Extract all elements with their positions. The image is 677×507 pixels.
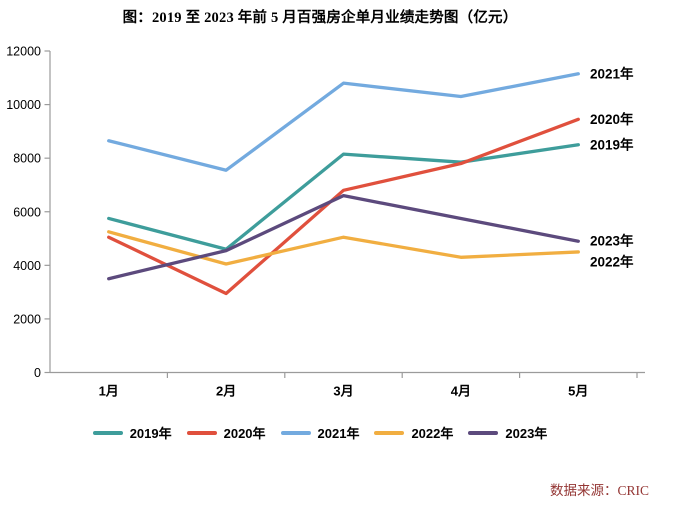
series-line-2022年 <box>107 230 580 266</box>
x-axis-label: 1月 <box>99 384 119 399</box>
chart-svg: 0 2000 4000 6000 8000 10000 12000 1月 2月 3月 4月 5月 202… <box>6 45 645 399</box>
legend-item-2020年: 2020年 <box>186 425 266 441</box>
y-axis-tick-label: 6000 <box>13 205 41 219</box>
legend-label: 2023年 <box>505 425 548 441</box>
series-end-label-2021年: 2021年 <box>590 65 634 81</box>
x-axis-label: 5月 <box>568 384 588 399</box>
y-axis-tick-label: 10000 <box>6 98 41 112</box>
series-line-2020年 <box>107 117 580 296</box>
legend-item-2019年: 2019年 <box>92 425 172 441</box>
y-axis-tick-label: 0 <box>34 366 41 380</box>
y-axis-tick-label: 4000 <box>13 259 41 273</box>
legend-line-swatch <box>374 431 405 435</box>
y-axis-tick-label: 2000 <box>13 312 41 326</box>
legend-label: 2021年 <box>317 425 360 441</box>
legend-item-2022年: 2022年 <box>374 427 453 440</box>
legend-item-2021年: 2021年 <box>280 425 360 441</box>
x-axis-label: 3月 <box>333 384 353 399</box>
series-end-label-2019年: 2019年 <box>590 136 634 152</box>
series-line-2023年 <box>107 194 580 281</box>
legend-line-swatch <box>280 431 311 435</box>
legend-label: 2019年 <box>129 425 172 441</box>
series-line-2019年 <box>107 143 580 251</box>
legend-line-swatch <box>468 431 499 435</box>
data-source-note: 数据来源：CRIC <box>549 483 649 498</box>
x-axis-label: 4月 <box>451 384 471 399</box>
y-axis-tick-label: 12000 <box>6 45 41 59</box>
series-end-label-2022年: 2022年 <box>590 254 634 270</box>
series-line-2021年 <box>107 72 580 172</box>
series-end-label-2020年: 2020年 <box>590 111 634 127</box>
legend-line-swatch <box>92 431 123 435</box>
legend-label: 2020年 <box>223 425 266 441</box>
x-axis-label: 2月 <box>216 384 236 399</box>
legend-label: 2022年 <box>411 425 454 441</box>
series-end-label-2023年: 2023年 <box>590 233 634 249</box>
legend: 2019年 2020年 2021年 2022年 2023年 <box>0 423 640 443</box>
legend-line-swatch <box>186 431 217 435</box>
y-axis-tick-label: 8000 <box>13 152 41 166</box>
legend-item-2023年: 2023年 <box>468 427 547 440</box>
chart-title: 图：2019 至 2023 年前 5 月百强房企单月业绩走势图（亿元） <box>122 10 518 26</box>
